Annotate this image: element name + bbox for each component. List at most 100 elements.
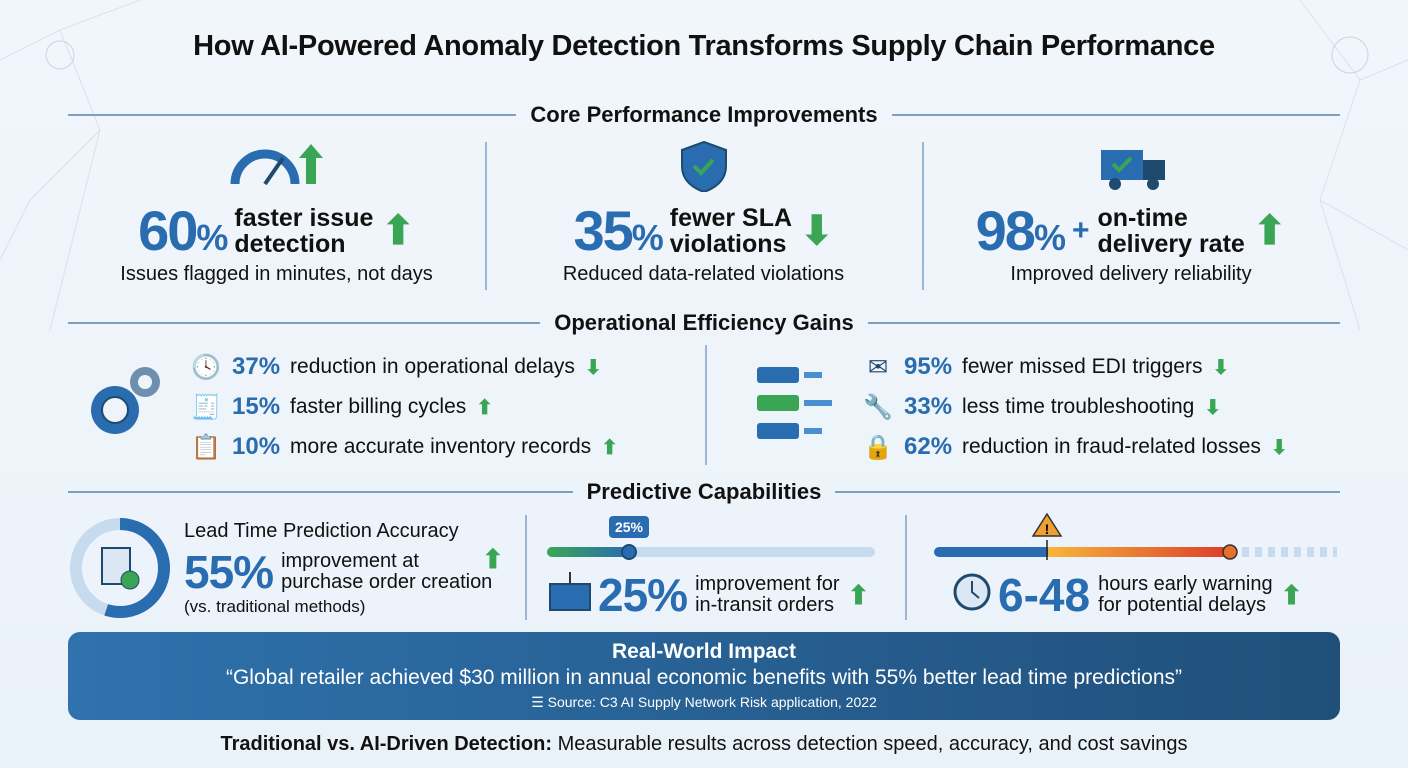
metric-label: faster issue <box>234 203 374 232</box>
transit-progress-bar: 25% <box>547 516 875 560</box>
divider <box>485 142 487 290</box>
efficiency-item: 🕓 37% reduction in operational delays ⬇ <box>190 347 618 387</box>
efficiency-value: 33% <box>904 393 953 420</box>
shipping-container-icon <box>549 572 591 611</box>
arrow-down-icon: ⬇ <box>1270 436 1288 459</box>
efficiency-text: less time troubleshooting <box>962 395 1195 418</box>
arrow-down-icon: ⬇ <box>1212 356 1230 379</box>
core-card: 35% fewer SLA violations ⬇ Reduced data-r… <box>485 140 922 286</box>
core-card: 60% faster issue detection ⬆ Issues flagg… <box>68 140 485 286</box>
efficiency-text: fewer missed EDI triggers <box>962 355 1203 378</box>
efficiency-text: faster billing cycles <box>290 395 467 418</box>
plus-sign: + <box>1071 214 1090 247</box>
section-predictive: Predictive Capabilities <box>68 479 1341 504</box>
arrow-up-icon: ⬆ <box>482 544 504 574</box>
warning-value: 6-48 <box>998 569 1091 621</box>
transit-value: 25% <box>598 569 688 621</box>
efficiency-value: 95% <box>904 353 953 380</box>
invoice-icon: 🧾 <box>191 393 221 421</box>
metric-label: on-time <box>1097 203 1188 232</box>
lead-value: 55% <box>184 546 274 598</box>
delivery-truck-icon <box>1101 150 1165 190</box>
section-heading: Core Performance Improvements <box>530 102 878 127</box>
efficiency-text: more accurate inventory records <box>290 435 592 458</box>
divider <box>905 515 907 620</box>
efficiency-text: reduction in fraud-related losses <box>962 435 1261 458</box>
tools-clock-icon: 🔧 <box>863 393 893 421</box>
arrow-up-icon: ⬆ <box>847 579 870 610</box>
lead-note: (vs. traditional methods) <box>184 597 366 616</box>
efficiency-item: 🧾 15% faster billing cycles ⬆ <box>190 387 618 427</box>
clipboard-search-icon: 📋 <box>191 433 221 461</box>
metric-label: violations <box>669 230 787 258</box>
metric-label: fewer SLA <box>669 203 793 232</box>
impact-heading: Real-World Impact <box>612 640 796 663</box>
arrow-down-icon: ⬇ <box>584 356 602 379</box>
lead-text1: improvement at <box>281 550 419 572</box>
arrow-up-icon: ⬆ <box>381 209 415 253</box>
warning-text2: for potential delays <box>1098 594 1266 616</box>
impact-quote: “Global retailer achieved $30 million in… <box>225 666 1182 689</box>
arrow-up-icon: ⬆ <box>601 436 618 459</box>
section-efficiency: Operational Efficiency Gains <box>68 310 1341 335</box>
metric-label: detection <box>234 230 346 258</box>
divider <box>922 142 924 290</box>
efficiency-item: ✉ 95% fewer missed EDI triggers ⬇ <box>862 347 1288 387</box>
transit-text2: in-transit orders <box>695 594 835 616</box>
warning-text1: hours early warning <box>1098 573 1273 595</box>
page-title: How AI-Powered Anomaly Detection Transfo… <box>193 30 1215 62</box>
arrow-down-icon: ⬇ <box>800 209 834 253</box>
metric-label: delivery rate <box>1097 230 1245 258</box>
divider <box>705 345 707 465</box>
metric-value: 35% <box>573 199 663 262</box>
efficiency-item: 📋 10% more accurate inventory records ⬆ <box>190 427 618 467</box>
metric-value: 98% <box>975 199 1066 262</box>
gear-circle-icon <box>45 40 75 70</box>
section-heading: Predictive Capabilities <box>586 479 822 504</box>
clock-icon <box>953 573 991 611</box>
speedometer-icon <box>230 144 323 186</box>
svg-text:!: ! <box>1045 521 1050 537</box>
process-flow-icon <box>757 367 832 439</box>
arrow-up-icon: ⬆ <box>1252 209 1287 253</box>
efficiency-item: 🔒 62% reduction in fraud-related losses … <box>862 427 1288 467</box>
efficiency-value: 15% <box>232 393 281 420</box>
arrow-down-icon: ⬇ <box>1204 396 1222 419</box>
efficiency-item: 🔧 33% less time troubleshooting ⬇ <box>862 387 1288 427</box>
metric-subtitle: Issues flagged in minutes, not days <box>120 263 433 285</box>
efficiency-value: 37% <box>232 353 281 380</box>
arrow-up-icon: ⬆ <box>476 396 494 419</box>
truck-circle-icon <box>1331 36 1369 74</box>
efficiency-value: 62% <box>904 433 953 460</box>
efficiency-value: 10% <box>232 433 281 460</box>
footer-text: Measurable results across detection spee… <box>552 733 1188 755</box>
mail-warning-icon: ✉ <box>867 353 889 381</box>
ring-progress <box>70 518 170 618</box>
source-icon: ☰ <box>531 694 548 710</box>
divider <box>525 515 527 620</box>
section-heading: Operational Efficiency Gains <box>554 310 854 335</box>
transit-badge: 25% <box>615 519 644 535</box>
efficiency-text: reduction in operational delays <box>290 355 575 378</box>
transit-text1: improvement for <box>695 573 840 595</box>
lock-dollar-icon: 🔒 <box>863 433 893 461</box>
metric-subtitle: Reduced data-related violations <box>562 263 845 285</box>
lead-time-ring <box>70 518 170 618</box>
metric-value: 60% <box>138 199 228 262</box>
warning-icon <box>1031 512 1063 537</box>
warning-timeline: ! <box>934 512 1337 560</box>
footer: Traditional vs. AI-Driven Detection: Mea… <box>0 733 1408 756</box>
lead-text2: purchase order creation <box>281 571 493 593</box>
gears-icon <box>91 367 160 434</box>
impact-banner: Real-World Impact “Global retailer achie… <box>68 632 1340 720</box>
section-core: Core Performance Improvements <box>68 102 1341 127</box>
footer-bold: Traditional vs. AI-Driven Detection: <box>220 733 553 755</box>
metric-subtitle: Improved delivery reliability <box>1010 263 1252 285</box>
clock-icon: 🕓 <box>191 353 221 381</box>
check-icon <box>120 570 140 590</box>
arrow-up-icon: ⬆ <box>1280 579 1303 610</box>
impact-source: Source: C3 AI Supply Network Risk applic… <box>547 694 877 710</box>
shield-check-icon <box>680 140 727 194</box>
core-card: 98% + on-time delivery rate ⬆ Improved de… <box>922 140 1340 286</box>
